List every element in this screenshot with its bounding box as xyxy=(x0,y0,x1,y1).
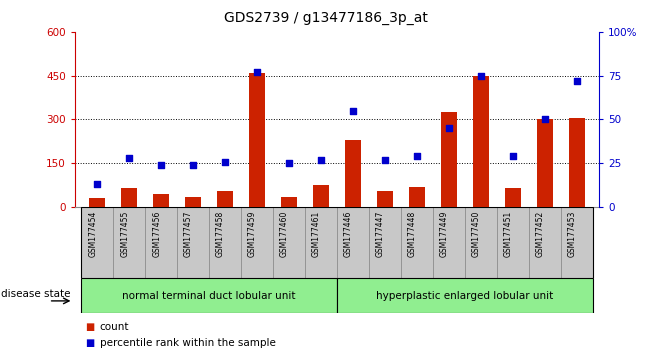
Text: GSM177446: GSM177446 xyxy=(344,211,353,257)
Point xyxy=(284,160,294,166)
Text: GSM177459: GSM177459 xyxy=(248,211,257,257)
Bar xyxy=(177,207,209,278)
Point xyxy=(507,153,518,159)
Text: GSM177455: GSM177455 xyxy=(120,211,129,257)
Bar xyxy=(281,197,297,207)
Bar xyxy=(81,278,337,313)
Point xyxy=(411,153,422,159)
Text: GSM177453: GSM177453 xyxy=(568,211,577,257)
Point xyxy=(316,157,326,162)
Bar xyxy=(313,185,329,207)
Bar xyxy=(409,187,424,207)
Point xyxy=(475,73,486,79)
Text: normal terminal duct lobular unit: normal terminal duct lobular unit xyxy=(122,291,296,301)
Bar xyxy=(377,191,393,207)
Point xyxy=(188,162,199,168)
Text: ■: ■ xyxy=(85,338,94,348)
Text: GSM177460: GSM177460 xyxy=(280,211,289,257)
Point xyxy=(443,125,454,131)
Text: hyperplastic enlarged lobular unit: hyperplastic enlarged lobular unit xyxy=(376,291,553,301)
Bar xyxy=(153,194,169,207)
Bar xyxy=(473,76,489,207)
Bar xyxy=(273,207,305,278)
Point xyxy=(156,162,167,168)
Point xyxy=(124,155,134,161)
Text: percentile rank within the sample: percentile rank within the sample xyxy=(100,338,275,348)
Bar xyxy=(249,73,265,207)
Bar xyxy=(89,198,105,207)
Bar xyxy=(529,207,561,278)
Text: GSM177461: GSM177461 xyxy=(312,211,321,257)
Bar xyxy=(369,207,401,278)
Text: GDS2739 / g13477186_3p_at: GDS2739 / g13477186_3p_at xyxy=(223,11,428,25)
Text: GSM177456: GSM177456 xyxy=(152,211,161,257)
Bar xyxy=(345,140,361,207)
Bar xyxy=(433,207,465,278)
Point xyxy=(252,69,262,75)
Bar xyxy=(568,118,585,207)
Bar xyxy=(561,207,592,278)
Bar xyxy=(497,207,529,278)
Text: GSM177454: GSM177454 xyxy=(89,211,97,257)
Bar xyxy=(441,112,457,207)
Bar xyxy=(217,191,233,207)
Bar xyxy=(505,188,521,207)
Text: GSM177452: GSM177452 xyxy=(536,211,545,257)
Text: ■: ■ xyxy=(85,322,94,332)
Text: GSM177448: GSM177448 xyxy=(408,211,417,257)
Text: GSM177451: GSM177451 xyxy=(504,211,512,257)
Bar xyxy=(305,207,337,278)
Bar xyxy=(536,120,553,207)
Bar xyxy=(121,188,137,207)
Bar xyxy=(401,207,433,278)
Bar xyxy=(465,207,497,278)
Point xyxy=(348,108,358,114)
Point xyxy=(92,182,102,187)
Point xyxy=(380,157,390,162)
Bar xyxy=(185,197,201,207)
Text: GSM177450: GSM177450 xyxy=(472,211,480,257)
Bar xyxy=(337,207,369,278)
Text: GSM177449: GSM177449 xyxy=(439,211,449,257)
Point xyxy=(220,159,230,164)
Point xyxy=(540,117,550,122)
Text: GSM177458: GSM177458 xyxy=(216,211,225,257)
Text: count: count xyxy=(100,322,129,332)
Bar xyxy=(145,207,177,278)
Bar xyxy=(81,207,113,278)
Text: GSM177457: GSM177457 xyxy=(184,211,193,257)
Text: GSM177447: GSM177447 xyxy=(376,211,385,257)
Bar xyxy=(337,278,592,313)
Bar xyxy=(241,207,273,278)
Bar xyxy=(113,207,145,278)
Text: disease state: disease state xyxy=(1,289,70,299)
Point xyxy=(572,78,582,84)
Bar xyxy=(209,207,241,278)
